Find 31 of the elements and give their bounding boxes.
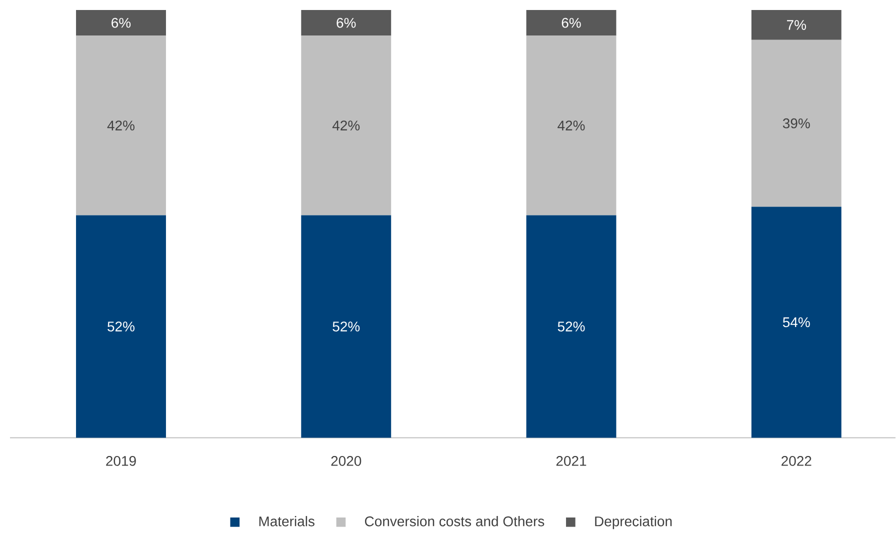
data-label: 42% bbox=[332, 120, 360, 131]
legend-label: Depreciation bbox=[595, 516, 672, 530]
data-label: 6% bbox=[562, 18, 581, 28]
x-tick-label: 2020 bbox=[331, 456, 362, 466]
legend-label: Conversion costs and Others bbox=[364, 516, 544, 527]
x-tick-label: 2021 bbox=[556, 456, 586, 466]
data-label: 42% bbox=[107, 120, 134, 131]
bar bbox=[301, 216, 392, 438]
bar bbox=[526, 36, 616, 216]
bar bbox=[751, 10, 842, 40]
data-label: 6% bbox=[336, 18, 356, 28]
bar bbox=[526, 10, 616, 36]
bar bbox=[76, 10, 166, 36]
data-label: 39% bbox=[782, 118, 810, 128]
data-label: 52% bbox=[332, 322, 360, 332]
x-tick-label: 2019 bbox=[106, 456, 136, 466]
data-label: 52% bbox=[108, 322, 134, 332]
data-label: 7% bbox=[787, 20, 806, 30]
bar bbox=[301, 10, 392, 36]
data-label: 42% bbox=[558, 120, 585, 131]
legend-label: Materials bbox=[259, 516, 314, 527]
bar bbox=[751, 206, 842, 438]
x-tick-label: 2022 bbox=[782, 456, 812, 466]
data-label: 6% bbox=[112, 18, 131, 28]
bar bbox=[526, 216, 616, 438]
data-label: 52% bbox=[558, 322, 585, 332]
bar bbox=[751, 40, 842, 207]
bar bbox=[301, 36, 392, 216]
bar bbox=[76, 216, 166, 438]
data-label: 54% bbox=[782, 318, 810, 328]
bar bbox=[76, 36, 166, 216]
